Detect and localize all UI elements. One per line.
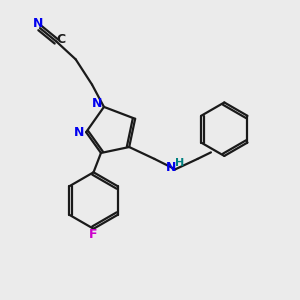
Text: N: N — [74, 126, 85, 139]
Text: H: H — [175, 158, 184, 168]
Text: C: C — [56, 33, 65, 46]
Text: N: N — [33, 17, 44, 30]
Text: F: F — [89, 228, 98, 241]
Text: N: N — [166, 161, 176, 174]
Text: N: N — [92, 98, 103, 110]
